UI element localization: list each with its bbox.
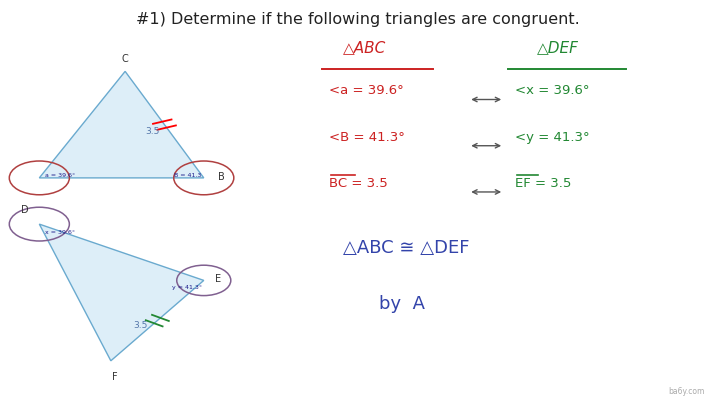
Text: E: E [214, 274, 221, 284]
Text: ba6y.com: ba6y.com [668, 386, 704, 395]
Text: <B = 41.3°: <B = 41.3° [329, 130, 405, 143]
Text: F: F [112, 371, 117, 381]
Polygon shape [39, 225, 204, 361]
Text: B = 41.3: B = 41.3 [174, 172, 201, 177]
Text: #1) Determine if the following triangles are congruent.: #1) Determine if the following triangles… [136, 12, 579, 27]
Text: x = 39.6°: x = 39.6° [45, 229, 75, 234]
Text: △ABC ≅ △DEF: △ABC ≅ △DEF [343, 239, 470, 257]
Text: D: D [21, 205, 29, 215]
Text: BC = 3.5: BC = 3.5 [329, 176, 388, 189]
Polygon shape [39, 72, 204, 178]
Text: △ABC: △ABC [343, 40, 386, 55]
Text: △DEF: △DEF [537, 40, 578, 55]
Text: a = 39.6°: a = 39.6° [45, 172, 75, 177]
Text: 3.5: 3.5 [133, 320, 148, 329]
Text: by  A: by A [379, 295, 425, 313]
Text: EF = 3.5: EF = 3.5 [515, 176, 571, 189]
Text: B: B [218, 172, 225, 181]
Text: <y = 41.3°: <y = 41.3° [515, 130, 589, 143]
Text: y = 41.3°: y = 41.3° [172, 285, 202, 290]
Text: <x = 39.6°: <x = 39.6° [515, 84, 589, 97]
Text: C: C [122, 54, 129, 64]
Text: 3.5: 3.5 [145, 127, 159, 136]
Text: <a = 39.6°: <a = 39.6° [329, 84, 404, 97]
